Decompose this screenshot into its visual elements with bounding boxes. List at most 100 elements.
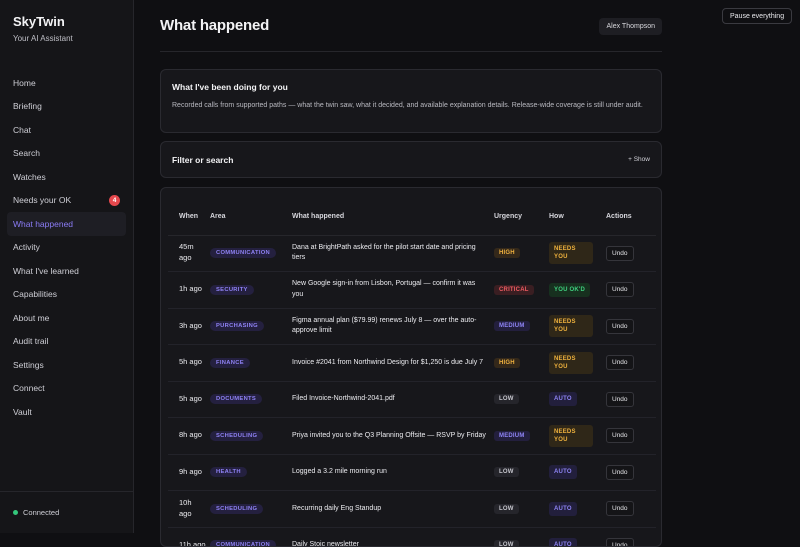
sidebar-item-label: Search <box>13 148 40 159</box>
pending-count-badge: 4 <box>109 194 120 206</box>
event-area-cell: FINANCE <box>210 344 292 382</box>
undo-button[interactable]: Undo <box>606 501 634 517</box>
sidebar-item-connect[interactable]: Connect <box>7 377 126 401</box>
brand: SkyTwin Your AI Assistant <box>0 0 133 43</box>
event-how-cell: AUTO <box>549 454 606 491</box>
event-description: Daily Stoic newsletter <box>292 527 494 546</box>
undo-button[interactable]: Undo <box>606 245 634 261</box>
urgency-badge: LOW <box>494 394 519 405</box>
user-chip[interactable]: Alex Thompson <box>599 17 662 35</box>
undo-button[interactable]: Undo <box>606 537 634 546</box>
sidebar-item-label: Watches <box>13 171 46 182</box>
sidebar-item-activity[interactable]: Activity <box>7 236 126 260</box>
column-header-actions: Actions <box>606 188 656 236</box>
event-time: 5h ago <box>168 344 210 382</box>
sidebar-item-watches[interactable]: Watches <box>7 165 126 189</box>
pause-everything-button[interactable]: Pause everything <box>722 8 793 24</box>
urgency-badge: CRITICAL <box>494 284 534 295</box>
event-description: Invoice #2041 from Northwind Design for … <box>292 344 494 382</box>
undo-button[interactable]: Undo <box>606 318 634 334</box>
sidebar-item-capabilities[interactable]: Capabilities <box>7 283 126 307</box>
sidebar-item-audit-trail[interactable]: Audit trail <box>7 330 126 354</box>
event-how-cell: AUTO <box>549 381 606 418</box>
event-description: Figma annual plan ($79.99) renews July 8… <box>292 308 494 345</box>
sidebar-item-what-ive-learned[interactable]: What I've learned <box>7 259 126 283</box>
app-name: SkyTwin <box>13 14 65 29</box>
event-urgency-cell: LOW <box>494 527 549 546</box>
area-badge: SECURITY <box>210 284 254 295</box>
event-urgency-cell: LOW <box>494 454 549 491</box>
how-badge: NEEDS YOU <box>549 351 593 374</box>
event-urgency-cell: HIGH <box>494 235 549 272</box>
event-description: New Google sign-in from Lisbon, Portugal… <box>292 271 494 309</box>
sidebar-item-label: Home <box>13 77 36 88</box>
column-header-how[interactable]: How <box>549 188 606 236</box>
urgency-badge: LOW <box>494 467 519 478</box>
table-row: 9h ago HEALTH Logged a 3.2 mile morning ru… <box>168 454 656 491</box>
sidebar-item-what-happened[interactable]: What happened <box>7 212 126 236</box>
how-badge: YOU OK'D <box>549 282 591 297</box>
undo-button[interactable]: Undo <box>606 391 634 407</box>
how-badge: AUTO <box>549 392 577 407</box>
sidebar-item-settings[interactable]: Settings <box>7 353 126 377</box>
event-actions-cell: Undo <box>606 235 656 272</box>
undo-button[interactable]: Undo <box>606 464 634 480</box>
sidebar-item-label: Settings <box>13 359 44 370</box>
main-content: What happened Alex Thompson What I've be… <box>160 0 662 547</box>
filter-card[interactable]: Filter or search + Show <box>160 141 662 178</box>
table-row: 45m ago COMMUNICATION Dana at BrightPath a… <box>168 235 656 272</box>
event-area-cell: SCHEDULING <box>210 490 292 528</box>
filter-show-toggle[interactable]: + Show <box>628 156 650 163</box>
sidebar-item-needs-your-ok[interactable]: Needs your OK 4 <box>7 189 126 213</box>
event-time: 3h ago <box>168 308 210 345</box>
event-urgency-cell: HIGH <box>494 344 549 382</box>
how-badge: NEEDS YOU <box>549 315 593 338</box>
sidebar-item-label: Audit trail <box>13 336 49 347</box>
urgency-badge: HIGH <box>494 248 520 259</box>
event-area-cell: COMMUNICATION <box>210 527 292 546</box>
event-time: 9h ago <box>168 454 210 491</box>
urgency-badge: LOW <box>494 503 519 514</box>
undo-button[interactable]: Undo <box>606 355 634 371</box>
urgency-badge: HIGH <box>494 357 520 368</box>
event-how-cell: AUTO <box>549 527 606 546</box>
event-how-cell: NEEDS YOU <box>549 308 606 345</box>
column-header-urgency[interactable]: Urgency <box>494 188 549 236</box>
urgency-badge: MEDIUM <box>494 430 530 441</box>
area-badge: DOCUMENTS <box>210 394 263 405</box>
sidebar-item-search[interactable]: Search <box>7 142 126 166</box>
sidebar-item-chat[interactable]: Chat <box>7 118 126 142</box>
intro-card: What I've been doing for you Recorded ca… <box>160 69 662 133</box>
table-row: 5h ago FINANCE Invoice #2041 from Northwin… <box>168 344 656 382</box>
area-badge: COMMUNICATION <box>210 540 277 546</box>
urgency-badge: MEDIUM <box>494 321 530 332</box>
event-how-cell: NEEDS YOU <box>549 235 606 272</box>
event-area-cell: SECURITY <box>210 271 292 309</box>
sidebar-item-vault[interactable]: Vault <box>7 400 126 424</box>
event-time: 5h ago <box>168 381 210 418</box>
sidebar-item-home[interactable]: Home <box>7 71 126 95</box>
urgency-badge: LOW <box>494 540 519 546</box>
event-time: 10h ago <box>168 490 210 528</box>
undo-button[interactable]: Undo <box>606 428 634 444</box>
sidebar: SkyTwin Your AI Assistant Home Briefing Ch… <box>0 0 134 533</box>
sidebar-item-about-me[interactable]: About me <box>7 306 126 330</box>
event-actions-cell: Undo <box>606 490 656 528</box>
intro-description: Recorded calls from supported paths — wh… <box>172 102 643 109</box>
column-header-area[interactable]: Area <box>210 188 292 236</box>
undo-button[interactable]: Undo <box>606 282 634 298</box>
event-area-cell: PURCHASING <box>210 308 292 345</box>
sidebar-item-label: Chat <box>13 124 31 135</box>
sidebar-item-briefing[interactable]: Briefing <box>7 95 126 119</box>
table-row: 5h ago DOCUMENTS Filed Invoice-Northwind-2… <box>168 381 656 418</box>
event-urgency-cell: CRITICAL <box>494 271 549 309</box>
event-how-cell: AUTO <box>549 490 606 528</box>
connection-status-label: Connected <box>23 508 60 517</box>
column-header-when[interactable]: When <box>168 188 210 236</box>
event-actions-cell: Undo <box>606 454 656 491</box>
events-table: When Area What happened Urgency How Acti… <box>168 188 656 546</box>
column-header-what-happened[interactable]: What happened <box>292 188 494 236</box>
area-badge: COMMUNICATION <box>210 248 277 259</box>
table-row: 8h ago SCHEDULING Priya invited you to the… <box>168 417 656 455</box>
event-actions-cell: Undo <box>606 527 656 546</box>
